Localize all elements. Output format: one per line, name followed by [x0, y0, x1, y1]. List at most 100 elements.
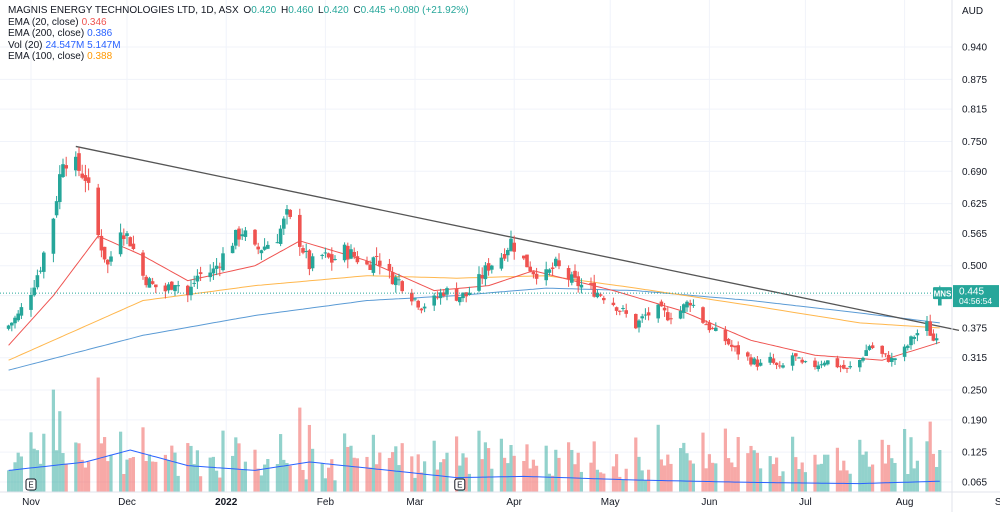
- earnings-marker-label: E: [457, 481, 462, 490]
- volume-bar: [752, 450, 756, 492]
- candle-body: [262, 246, 267, 250]
- volume-bar: [32, 448, 36, 492]
- open-value: 0.420: [251, 5, 277, 16]
- volume-bar: [167, 460, 171, 492]
- candle-body: [499, 257, 504, 269]
- volume-bar: [266, 459, 270, 492]
- candle-body: [544, 269, 548, 281]
- candle-body: [883, 353, 888, 355]
- candle-body: [771, 358, 776, 363]
- candle-body: [746, 352, 750, 357]
- candle-body: [163, 285, 168, 292]
- legend-vol[interactable]: Vol (20) 24.547M 5.147M: [8, 40, 469, 52]
- candle-body: [32, 287, 36, 296]
- close-label: C: [353, 5, 361, 16]
- candle-body: [682, 304, 686, 313]
- volume-ma-line: [8, 449, 940, 485]
- volume-bar: [103, 437, 107, 492]
- volume-bar: [595, 469, 599, 492]
- volume-bar: [701, 432, 705, 492]
- volume-bar: [99, 443, 103, 492]
- ema200-line: [8, 287, 940, 371]
- candle-body: [304, 250, 308, 252]
- volume-bar: [535, 465, 539, 492]
- volume-bars: [7, 377, 942, 492]
- volume-bar: [301, 469, 305, 492]
- candle-body: [189, 286, 193, 296]
- volume-bar: [480, 459, 484, 492]
- volume-bar: [333, 480, 337, 492]
- y-tick-label: 0.625: [962, 199, 987, 210]
- high-label: H: [281, 5, 289, 16]
- candle-body: [234, 229, 238, 246]
- candle-body: [758, 362, 763, 366]
- volume-bar: [615, 454, 619, 492]
- volume-bar: [861, 454, 865, 492]
- volume-bar: [634, 437, 638, 492]
- volume-bar: [915, 460, 919, 492]
- legend-ema20[interactable]: EMA (20, close) 0.346: [8, 17, 469, 29]
- volume-bar: [589, 462, 593, 492]
- volume-bar: [707, 454, 711, 492]
- volume-bar: [371, 434, 375, 492]
- x-tick-label: Nov: [22, 497, 40, 508]
- volume-bar: [711, 462, 715, 492]
- candle-body: [794, 353, 798, 357]
- candle-body: [214, 265, 219, 269]
- volume-bar: [509, 445, 513, 492]
- volume-bar: [195, 450, 199, 492]
- candle-body: [733, 345, 737, 348]
- candle-body: [477, 274, 481, 291]
- candle-body: [19, 307, 24, 316]
- volume-bar: [730, 462, 734, 492]
- volume-bar: [311, 448, 315, 492]
- volume-bar: [906, 474, 910, 492]
- legend-ema100[interactable]: EMA (100, close) 0.388: [8, 51, 469, 63]
- candle-body: [819, 364, 824, 366]
- price-tag-bg: [953, 285, 999, 308]
- volume-bar: [781, 471, 785, 492]
- volume-bar: [490, 468, 494, 492]
- candle-body: [374, 255, 379, 257]
- legend-ema200[interactable]: EMA (200, close) 0.386: [8, 28, 469, 40]
- ema-lines: [8, 235, 940, 371]
- volume-bar: [256, 468, 260, 492]
- volume-bar: [445, 452, 449, 492]
- volume-bar: [189, 445, 193, 492]
- volume-bar: [282, 459, 286, 492]
- volume-bar: [240, 469, 244, 492]
- candle-body: [118, 232, 123, 255]
- candle-body: [858, 360, 862, 368]
- volume-bar: [176, 475, 180, 492]
- candle-body: [410, 292, 414, 302]
- candle-body: [800, 359, 804, 363]
- volume-bar: [410, 456, 414, 492]
- candle-body: [422, 306, 427, 309]
- volume-bar: [442, 459, 446, 492]
- volume-bar: [355, 458, 359, 492]
- volume-bar: [768, 456, 772, 492]
- candle-body: [173, 285, 177, 292]
- y-tick-label: 0.565: [962, 229, 987, 240]
- candle-body: [400, 281, 404, 292]
- volume-bar: [400, 443, 404, 492]
- volume-bar: [243, 461, 247, 492]
- candle-body: [774, 362, 779, 366]
- candle-body: [464, 292, 468, 297]
- candle-body: [566, 268, 571, 280]
- volume-bar: [816, 464, 820, 492]
- volume-bar: [387, 457, 391, 492]
- symbol-tag-text: MNS: [934, 289, 952, 298]
- trendline: [75, 145, 960, 332]
- time-axis: Nov Dec 2022 Feb Mar Apr May Jun Jul Aug Sep: [0, 491, 1000, 508]
- candle-body: [390, 272, 395, 285]
- candle-body: [822, 362, 827, 366]
- candle-body: [323, 252, 328, 254]
- volume-bar: [704, 468, 708, 492]
- candle-body: [906, 345, 910, 348]
- volume-bar: [819, 463, 823, 492]
- candle-body: [230, 245, 235, 254]
- ema200-value: 0.386: [87, 28, 113, 39]
- candle-body: [208, 272, 212, 278]
